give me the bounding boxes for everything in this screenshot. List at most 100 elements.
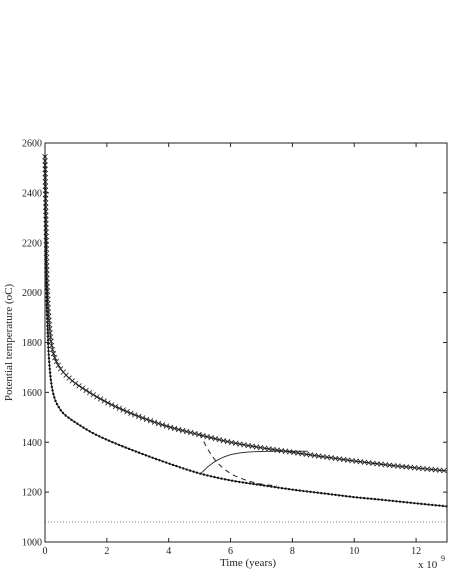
data-point: [61, 411, 65, 415]
data-point: [49, 378, 53, 381]
data-point: [57, 405, 61, 409]
data-point: [341, 494, 344, 497]
transition-curve-solid-line: [199, 450, 308, 475]
data-point: [112, 403, 119, 410]
data-point: [50, 351, 57, 357]
data-point: [97, 396, 104, 402]
data-point: [124, 408, 130, 415]
data-point: [291, 488, 294, 491]
data-point: [46, 331, 49, 335]
data-point: [416, 502, 420, 505]
data-point: [316, 491, 319, 494]
data-point: [79, 424, 82, 427]
data-point: [298, 489, 301, 492]
data-point: [438, 504, 441, 507]
data-point: [245, 481, 248, 485]
data-point: [94, 433, 98, 436]
data-point: [373, 497, 377, 501]
data-point: [136, 413, 142, 420]
data-point: [330, 493, 334, 496]
data-point: [48, 364, 51, 367]
data-point: [352, 495, 355, 499]
data-point: [76, 383, 82, 389]
data-point: [132, 412, 138, 418]
x-tick-label: 6: [228, 546, 233, 557]
y-tick-label: 1000: [22, 538, 42, 549]
data-point: [72, 380, 79, 387]
data-point: [139, 415, 146, 421]
lower-curve: [43, 155, 448, 508]
plot-area: [42, 154, 448, 523]
data-point: [147, 418, 154, 424]
data-point: [57, 366, 64, 372]
x-axis-multiplier-exponent: 9: [441, 554, 445, 563]
data-point: [45, 313, 49, 317]
data-point: [137, 451, 141, 454]
data-point: [121, 445, 124, 448]
x-axis-multiplier: x 10: [418, 559, 438, 571]
data-point: [44, 259, 48, 263]
data-point: [45, 295, 48, 299]
data-point: [380, 498, 384, 501]
data-point: [255, 483, 259, 486]
data-point: [47, 346, 50, 349]
data-point: [175, 426, 182, 433]
y-tick-label: 1800: [22, 338, 42, 349]
data-point: [212, 436, 218, 442]
data-point: [348, 495, 352, 498]
data-point: [47, 353, 50, 356]
data-point: [182, 467, 185, 470]
data-point: [220, 477, 223, 480]
data-point: [204, 433, 210, 440]
data-point: [195, 471, 199, 474]
data-point: [46, 342, 50, 346]
data-point: [117, 443, 121, 447]
data-point: [192, 430, 198, 437]
data-point: [82, 426, 85, 429]
data-point: [253, 444, 260, 450]
data-point: [45, 288, 48, 292]
data-point: [220, 437, 227, 444]
data-point: [54, 399, 57, 403]
data-point: [309, 490, 312, 494]
data-point: [327, 492, 330, 496]
y-tick-label: 2200: [22, 238, 42, 249]
data-point: [116, 405, 123, 411]
data-point: [45, 270, 48, 274]
data-point: [248, 482, 252, 485]
data-point: [98, 435, 101, 438]
data-point: [45, 285, 48, 288]
data-point: [270, 485, 273, 488]
data-point: [188, 429, 194, 436]
y-tick-label: 1400: [22, 438, 42, 449]
y-tick-label: 2600: [22, 139, 42, 150]
data-point: [432, 467, 439, 473]
data-point: [234, 480, 237, 483]
data-point: [202, 473, 206, 476]
data-point: [257, 444, 264, 451]
data-point: [241, 442, 247, 448]
data-point: [101, 398, 107, 404]
data-point: [48, 367, 51, 371]
data-point: [287, 487, 291, 491]
data-point: [337, 494, 341, 497]
lower-curve-markers: [43, 155, 448, 508]
data-point: [395, 500, 398, 503]
data-point: [46, 335, 50, 338]
data-point: [105, 400, 111, 406]
data-point: [171, 463, 175, 467]
data-point: [420, 502, 423, 506]
data-point: [94, 394, 100, 400]
data-point: [216, 476, 220, 480]
data-point: [107, 439, 111, 442]
data-point: [163, 423, 170, 429]
axes: 0 2 4 6 8 10 12 1000 1200 1400 1600 1800 2000 2200 240…: [22, 139, 448, 557]
data-point: [366, 497, 369, 500]
data-point: [213, 475, 216, 479]
y-tick-label: 2400: [22, 188, 42, 199]
data-point: [45, 299, 48, 302]
data-point: [427, 503, 430, 506]
data-point: [424, 466, 430, 472]
data-point: [252, 482, 255, 486]
lower-curve-line: [44, 156, 448, 507]
